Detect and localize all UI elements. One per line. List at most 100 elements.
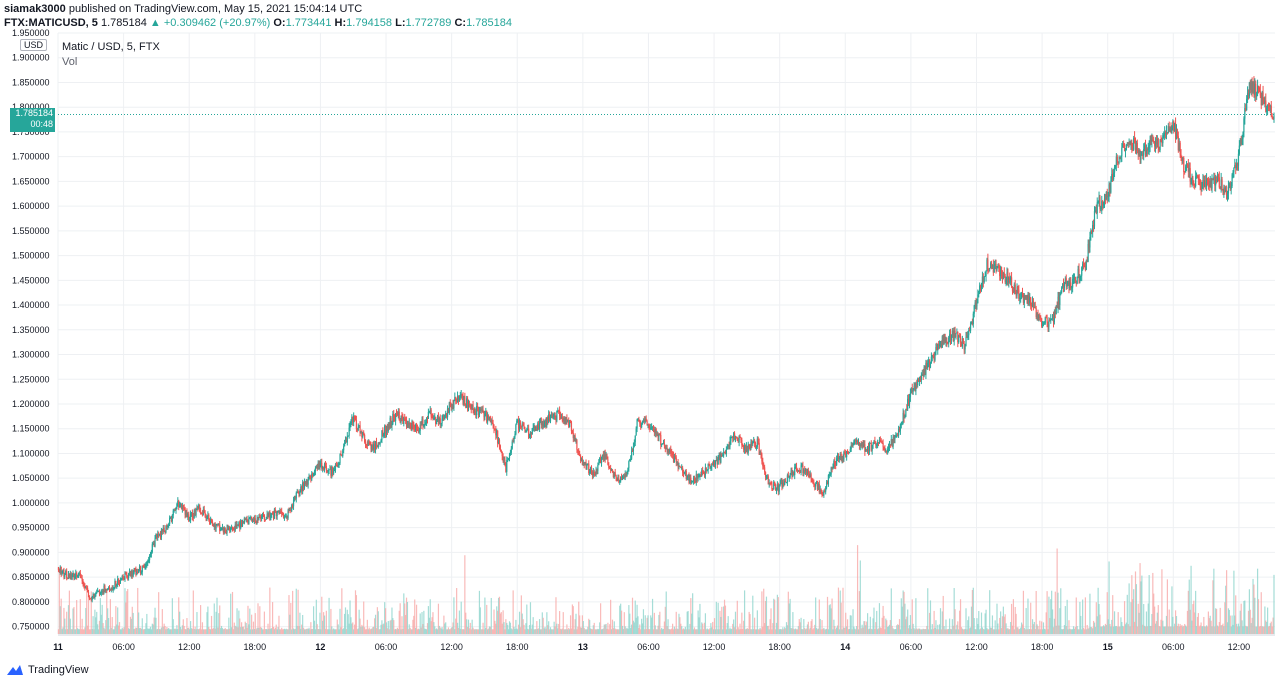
volume-bar [405,597,408,634]
candle-body [702,470,704,473]
volume-bar [425,628,427,634]
legend-title[interactable]: Matic / USD, 5, FTX [62,41,160,53]
volume-bar [1064,606,1066,634]
candle-body [883,446,885,450]
volume-bar [894,629,896,634]
candle-body [1082,263,1084,268]
volume-bar [299,612,301,634]
candle-body [1252,82,1254,92]
volume-bar [985,609,987,634]
candle-body [157,533,159,538]
candle-body [1085,260,1087,270]
volume-bar [1094,627,1097,634]
candle-body [253,518,255,521]
candle-body [475,411,477,416]
volume-bar [834,625,836,634]
volume-bar [1027,598,1029,634]
candle-body [713,460,716,465]
candle-body [98,590,101,594]
candle-body [360,431,362,433]
volume-bar [163,623,165,634]
candle-body [1180,154,1182,158]
candle-body [146,563,148,565]
volume-bar [763,588,765,634]
volume-bar [1020,627,1022,634]
volume-bar [654,625,656,634]
publisher-name[interactable]: siamak3000 [4,3,66,15]
candle-body [570,422,573,432]
candle-body [990,263,993,268]
candle-body [550,414,553,416]
footer-brand[interactable]: TradingView [6,664,89,676]
volume-bar [1009,629,1011,634]
candle-body [897,428,900,436]
volume-bar [321,596,323,634]
volume-bar [603,624,605,634]
candle-body [292,499,295,507]
candle-body [330,469,332,476]
volume-bar [650,615,652,634]
candle-body [206,515,208,520]
candle-body [387,424,389,432]
candle-body [341,455,343,457]
volume-bar [487,629,489,634]
volume-bar [504,629,506,634]
candle-body [437,416,440,422]
volume-bar [548,621,550,634]
volume-bar [209,629,211,634]
candle-body [1114,165,1117,168]
candle-body [611,469,614,472]
volume-bar [765,596,768,634]
volume-bar [716,629,718,634]
volume-bar [550,629,553,634]
volume-bar [99,598,101,634]
volume-bar [931,624,933,634]
volume-bar [174,628,176,634]
candle-body [166,525,168,528]
volume-bar [515,619,517,634]
candle-body [103,585,105,593]
candle-body [1137,150,1139,155]
candle-body [1049,319,1051,321]
volume-bar [509,622,512,634]
legend-volume[interactable]: Vol [62,56,78,68]
volume-bar [940,629,943,634]
volume-bar [770,608,772,634]
volume-bar [1144,626,1147,634]
volume-bar [695,629,697,634]
candle-body [179,505,181,508]
volume-bar [955,629,957,634]
candle-body [944,333,946,342]
candle-body [295,492,297,499]
volume-bar [722,629,724,634]
volume-bar [521,613,523,634]
volume-bar [1184,623,1186,634]
volume-bar [817,628,819,634]
candle-body [785,482,788,484]
volume-bar [1228,609,1230,634]
volume-bar [184,629,186,634]
time-tick-label: 12:00 [440,642,463,652]
time-tick-label: 18:00 [768,642,791,652]
candle-body [584,462,586,466]
tradingview-logo-icon [7,665,23,675]
volume-bar [449,629,451,634]
volume-bar [1210,620,1212,634]
candle-body [420,424,422,426]
candle-body [923,367,925,376]
candle-body [246,518,248,520]
price-tick-label: 1.600000 [12,201,50,211]
volume-bar [1040,629,1042,634]
volume-bar [993,629,995,634]
volume-bar [261,627,263,634]
candle-body [978,291,980,295]
volume-bar [999,617,1001,634]
candle-body [554,412,556,418]
candle-body [1060,292,1062,295]
currency-badge[interactable]: USD [20,39,48,51]
volume-bar [197,628,199,634]
candle-body [592,471,594,476]
volume-bar [147,628,149,634]
candle-body [886,450,888,452]
